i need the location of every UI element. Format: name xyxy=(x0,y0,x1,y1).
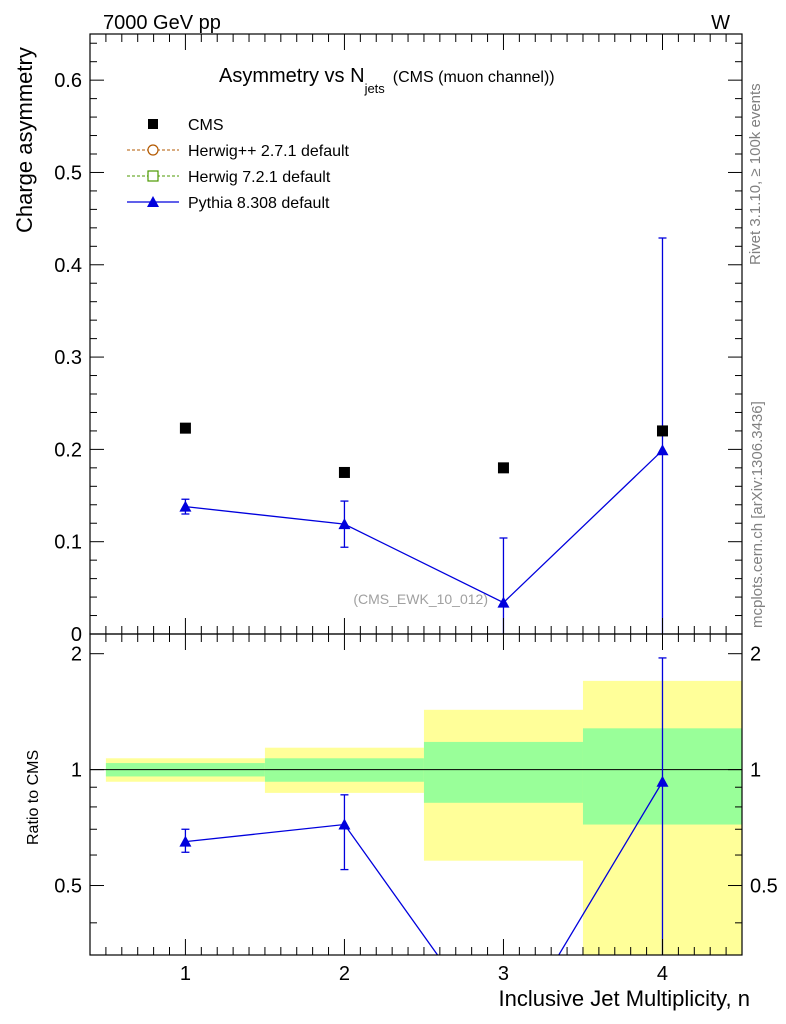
legend-entry-2: Herwig++ 2.7.1 default xyxy=(127,143,350,160)
ratio-y-tick-left-3: 2 xyxy=(71,644,82,666)
legend: CMS Herwig++ 2.7.1 default Herwig 7.2.1 de… xyxy=(127,117,350,212)
ratio-axis-label: Ratio to CMS xyxy=(25,750,42,845)
ratio-y-tick-left-1: 0.5 xyxy=(54,876,82,898)
cms-point-2 xyxy=(338,466,350,478)
y-tick-label-2: 0.2 xyxy=(54,439,82,461)
title-subscript: jets xyxy=(364,81,386,96)
rivet-label: Rivet 3.1.10, ≥ 100k events xyxy=(747,83,764,265)
y-tick-label-6: 0.6 xyxy=(54,70,82,92)
ratio-point-2 xyxy=(338,818,351,830)
legend-entry-3: Herwig 7.2.1 default xyxy=(127,169,331,186)
pythia-point-3 xyxy=(497,596,510,608)
energy-label: 7000 GeV pp xyxy=(103,12,221,34)
legend-label: Pythia 8.308 default xyxy=(188,195,330,212)
ratio-y-tick-right-3: 2 xyxy=(750,644,761,666)
pythia-point-2 xyxy=(338,518,351,530)
legend-marker-open-square xyxy=(147,170,159,182)
y-tick-label-4: 0.4 xyxy=(54,255,82,277)
svg-text:Asymmetry vs Njets(CMS (muon c: Asymmetry vs Njets(CMS (muon channel)) xyxy=(219,65,555,96)
pythia-line xyxy=(185,449,663,604)
chart-title: Asymmetry vs Njets(CMS (muon channel)) xyxy=(219,65,555,96)
y-tick-label-3: 0.3 xyxy=(54,347,82,369)
band-green-3 xyxy=(423,741,583,803)
ratio-pythia-line xyxy=(185,781,664,955)
y-axis-label: Charge asymmetry xyxy=(12,47,37,233)
y-tick-label-zero: 0 xyxy=(71,624,82,646)
cms-point-4 xyxy=(656,425,668,437)
uncertainty-bands xyxy=(90,680,742,955)
ratio-y-tick-right-2: 1 xyxy=(750,760,761,782)
legend-entry-4: Pythia 8.308 default xyxy=(127,195,330,212)
ratio-y-tick-right-1: 0.5 xyxy=(750,876,778,898)
process-label: W xyxy=(711,12,730,34)
y-tick-label-5: 0.5 xyxy=(54,162,82,184)
lower-plot-frame xyxy=(89,633,743,956)
legend-marker-triangle xyxy=(147,196,159,207)
pythia-point-4 xyxy=(656,444,669,456)
x-tick-label-4: 4 xyxy=(657,963,668,985)
cms-point-1 xyxy=(179,422,191,434)
legend-label: CMS xyxy=(188,117,224,134)
ratio-point-1 xyxy=(179,835,192,847)
x-tick-label-1: 1 xyxy=(180,963,191,985)
analysis-tag: (CMS_EWK_10_012) xyxy=(353,591,488,607)
legend-marker-square xyxy=(148,119,158,129)
x-tick-label-3: 3 xyxy=(498,963,509,985)
x-axis-label: Inclusive Jet Multiplicity, n xyxy=(499,986,750,1011)
ratio-y-tick-left-2: 1 xyxy=(71,760,82,782)
legend-label: Herwig++ 2.7.1 default xyxy=(188,143,350,160)
ratio-point-4 xyxy=(656,775,669,787)
mcplots-label: mcplots.cern.ch [arXiv:1306.3436] xyxy=(749,401,766,628)
legend-entry-1: CMS xyxy=(148,117,224,134)
pythia-point-1 xyxy=(179,500,192,512)
cms-point-3 xyxy=(497,462,509,474)
legend-label: Herwig 7.2.1 default xyxy=(188,169,331,186)
title-extra: (CMS (muon channel)) xyxy=(393,69,555,86)
legend-marker-circle xyxy=(147,144,159,156)
x-tick-label-2: 2 xyxy=(339,963,350,985)
y-tick-label-1: 0.1 xyxy=(54,532,82,554)
